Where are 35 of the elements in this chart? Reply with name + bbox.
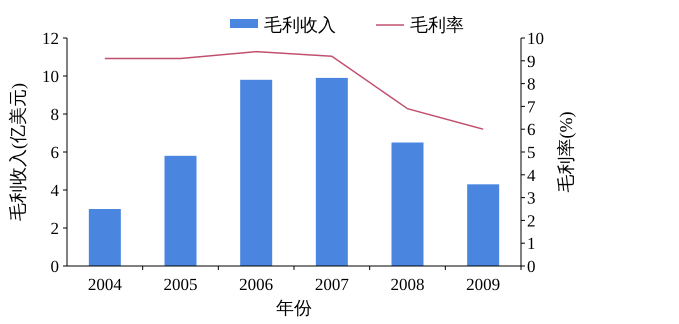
y2-axis-title: 毛利率(%) [556,112,576,192]
bar [88,209,121,266]
y2-tick-label: 4 [527,166,536,185]
y2-tick-label: 8 [527,74,536,94]
x-tick-label: 2006 [239,275,274,294]
y-tick-label: 4 [50,181,60,200]
y-tick-label: 12 [42,29,59,48]
y-tick-label: 0 [50,257,59,276]
x-tick-label: 2007 [314,275,350,294]
legend-label: 毛利收入 [264,15,336,35]
bar [316,78,348,266]
bar [164,156,196,266]
y2-tick-label: 3 [527,188,536,208]
legend-label: 毛利率 [410,15,464,35]
x-tick-label: 2005 [164,275,198,294]
x-axis-title: 年份 [276,298,312,318]
y-axis-title: 毛利收入(亿美元) [8,83,28,221]
y2-tick-label: 7 [527,97,536,116]
bar [392,142,424,266]
y2-tick-label: 10 [527,29,544,48]
y2-tick-label: 1 [527,234,536,254]
y2-tick-label: 5 [527,143,536,162]
y-tick-label: 2 [50,219,59,238]
y2-tick-label: 6 [527,120,536,140]
x-tick-label: 2008 [390,275,424,294]
y2-tick-label: 0 [527,257,536,276]
bar [467,184,500,266]
y2-tick-label: 9 [527,52,536,71]
y2-tick-label: 2 [527,211,536,230]
y-tick-label: 8 [50,105,59,124]
y-tick-label: 10 [42,67,59,86]
x-tick-label: 2004 [88,275,122,294]
bar [240,80,272,266]
y-tick-label: 6 [50,143,59,162]
x-tick-label: 2009 [466,275,500,294]
